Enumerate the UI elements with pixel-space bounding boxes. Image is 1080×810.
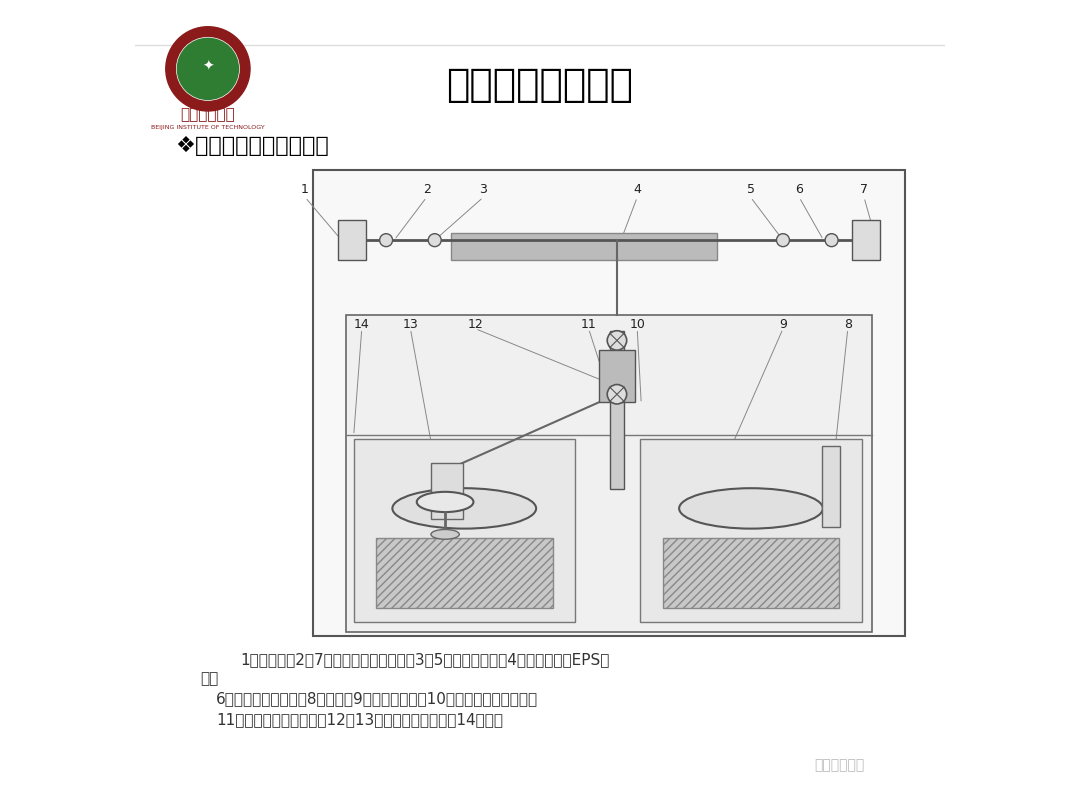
Text: 14: 14 [354,318,369,331]
Text: 1－铁地板；2，7－转向阻力加载装置；3，5－拉压传感器；4－齿轮齿条式EPS系: 1－铁地板；2，7－转向阻力加载装置；3，5－拉压传感器；4－齿轮齿条式EPS系 [241,653,610,667]
Ellipse shape [431,530,459,539]
Ellipse shape [417,492,473,512]
Text: 11: 11 [581,318,596,331]
Text: 2: 2 [422,182,431,196]
Bar [354,438,575,622]
Bar [431,463,463,519]
Ellipse shape [679,488,823,529]
Text: 1: 1 [301,182,309,196]
Text: 10: 10 [630,318,645,331]
Bar [376,538,553,608]
Text: 5: 5 [746,182,755,196]
Bar [662,538,839,608]
Bar [337,220,366,261]
Circle shape [607,330,626,350]
Text: 8: 8 [843,318,852,331]
Bar [599,350,635,403]
Text: ❖试验台组成与工作原理: ❖试验台组成与工作原理 [175,136,329,156]
Ellipse shape [392,488,536,529]
Bar [640,438,862,622]
Circle shape [777,234,789,247]
Text: 电动汽车快讯: 电动汽车快讯 [814,758,865,773]
Text: 统；: 统； [200,671,218,686]
Circle shape [165,27,249,111]
Bar [609,331,624,489]
Text: 3: 3 [480,182,487,196]
Circle shape [825,234,838,247]
Text: ✦: ✦ [202,59,214,74]
Bar [451,233,717,260]
Bar [313,170,905,636]
Text: 13: 13 [403,318,418,331]
Bar [852,220,880,261]
Circle shape [380,234,393,247]
Text: 4: 4 [633,182,642,196]
Bar [822,446,839,526]
Bar [346,315,873,632]
Text: 9: 9 [779,318,787,331]
Circle shape [176,37,240,100]
Text: 7: 7 [860,182,868,196]
Text: 11－转向盘转角传感器；12，13－转向盘驱动装置；14－导轨: 11－转向盘转角传感器；12，13－转向盘驱动装置；14－导轨 [216,712,503,727]
Text: 12: 12 [468,318,483,331]
Circle shape [428,234,442,247]
Text: BEIJING INSTITUTE OF TECHNOLOGY: BEIJING INSTITUTE OF TECHNOLOGY [151,125,265,130]
Text: 6－齿条位移传感器；8－座椅；9－驾驶模拟器；10－转向盘扭矩传感器；: 6－齿条位移传感器；8－座椅；9－驾驶模拟器；10－转向盘扭矩传感器； [216,691,538,706]
Text: 6: 6 [795,182,804,196]
Circle shape [607,385,626,404]
Text: 北京理工大学: 北京理工大学 [180,108,235,122]
Text: 试验台结构与原理: 试验台结构与原理 [446,66,634,104]
